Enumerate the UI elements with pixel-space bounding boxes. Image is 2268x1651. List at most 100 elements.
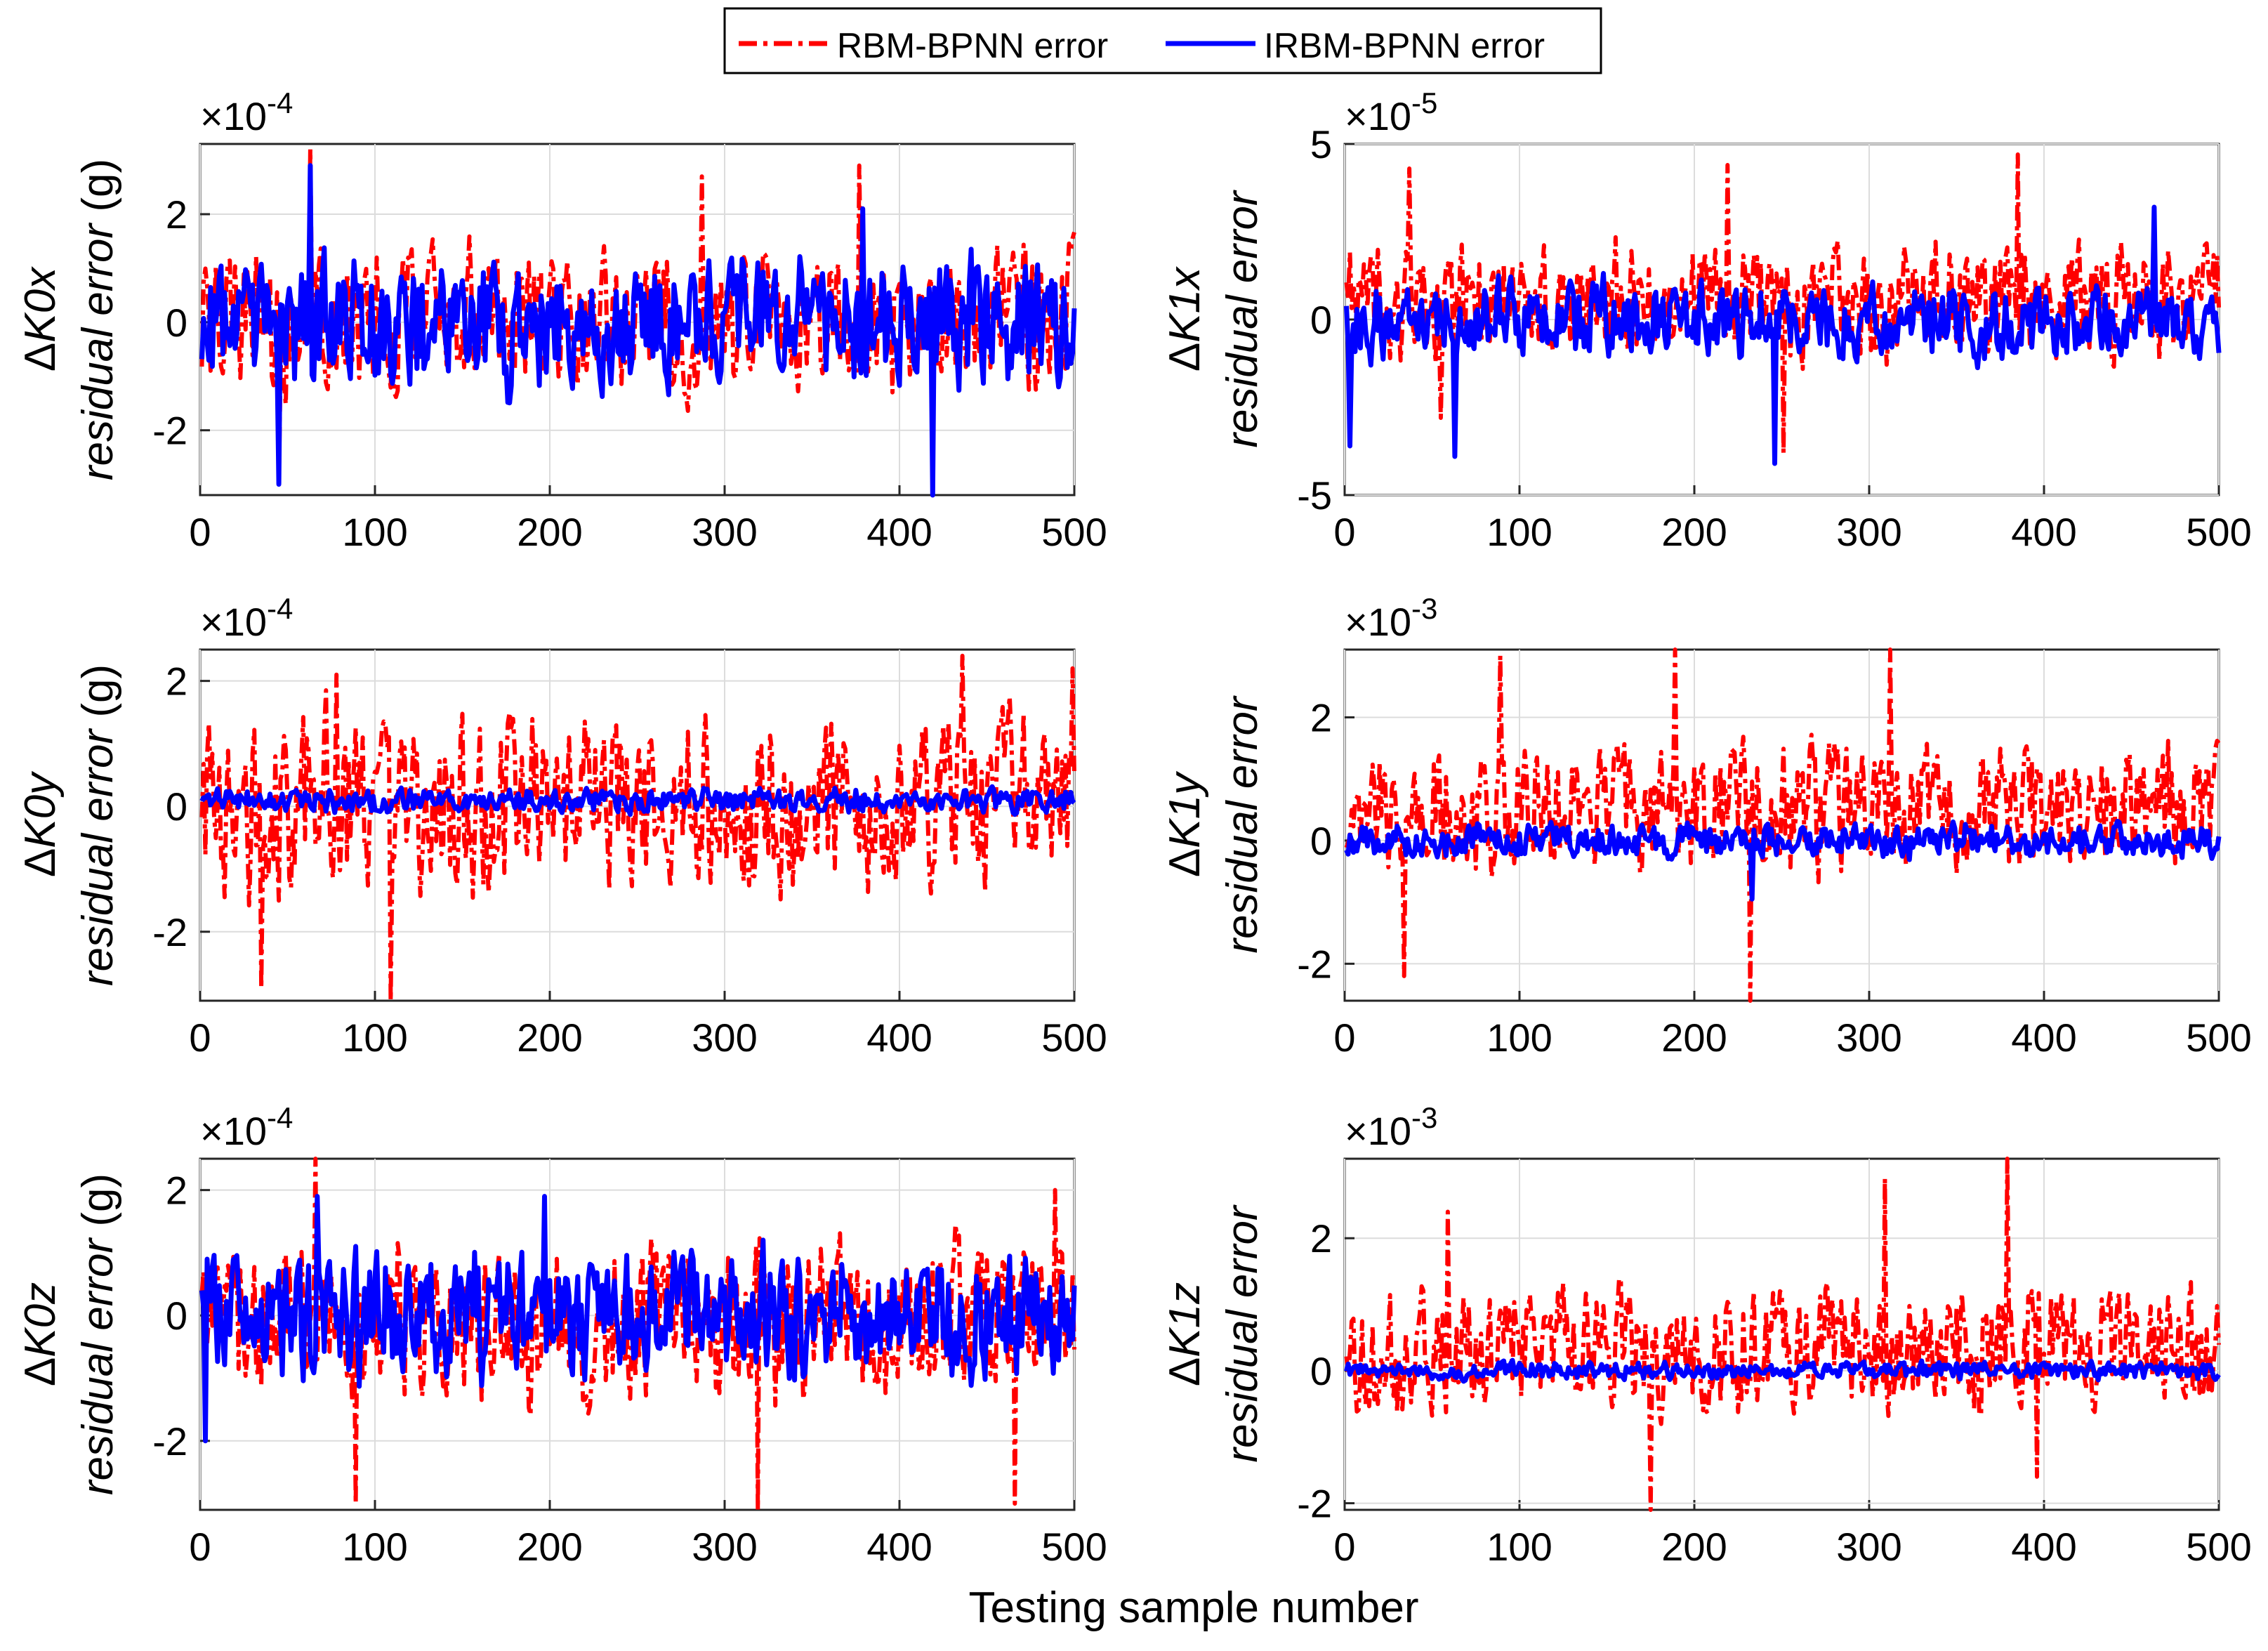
rbm-error-series <box>1344 647 2221 1003</box>
x-tick-label: 500 <box>1041 1015 1107 1060</box>
x-tick-label: 100 <box>342 1015 407 1060</box>
x-tick-label: 100 <box>1486 1015 1552 1060</box>
x-axis-label: Testing sample number <box>969 1584 1419 1632</box>
x-tick-label: 200 <box>1661 1525 1727 1569</box>
y-tick-label: -2 <box>152 1419 187 1463</box>
y-tick-labels: -2 0 2 <box>1297 1216 1332 1525</box>
y-label-main: ΔK1x <box>1161 266 1209 371</box>
x-tick-label: 400 <box>2011 1525 2076 1569</box>
x-tick-label: 200 <box>1661 510 1727 554</box>
y-label-sub: residual error (g) <box>74 1173 122 1495</box>
x-tick-labels: 0 100 200 300 400 500 <box>189 510 1107 554</box>
panel-k1x: 0 100 200 300 400 500 -505 ×10-5 ΔK1x residua… <box>1161 86 2252 554</box>
legend-box <box>723 7 1602 74</box>
x-tick-label: 0 <box>189 510 211 554</box>
x-tick-labels: 0 100 200 300 400 500 <box>189 1525 1107 1569</box>
y-tick-label: -2 <box>1297 942 1332 986</box>
x-tick-label: 0 <box>1333 1525 1355 1569</box>
x-tick-label: 500 <box>2186 1525 2251 1569</box>
x-tick-label: 300 <box>1836 510 1901 554</box>
x-tick-label: 500 <box>2186 510 2251 554</box>
y-label-main: ΔK1z <box>1161 1282 1209 1386</box>
y-tick-label: 2 <box>166 192 187 237</box>
rbm-error-series <box>1344 152 2221 455</box>
x-tick-label: 200 <box>1661 1015 1727 1060</box>
y-tick-label: 2 <box>1310 695 1332 739</box>
irbm-error-line <box>1344 819 2222 902</box>
y-tick-labels: -2 0 2 <box>152 1169 187 1463</box>
y-tick-label: -2 <box>1297 1482 1332 1526</box>
irbm-error-line <box>1344 204 2222 466</box>
y-label-main: ΔK1y <box>1161 770 1209 877</box>
rbm-error-line <box>199 653 1076 1003</box>
x-tick-label: 500 <box>1041 510 1107 554</box>
x-tick-label: 100 <box>1486 510 1552 554</box>
irbm-error-series <box>199 784 1076 817</box>
y-tick-label: 2 <box>166 1169 187 1213</box>
x-tick-label: 300 <box>692 1525 757 1569</box>
irbm-error-line <box>199 784 1076 817</box>
y-tick-label: 2 <box>166 659 187 704</box>
y-tick-label: 0 <box>166 784 187 829</box>
irbm-error-series <box>199 163 1077 498</box>
x-tick-label: 400 <box>2011 1015 2076 1060</box>
axis-exponent: ×10-4 <box>200 1101 293 1153</box>
y-label-main: ΔK0y <box>16 770 65 877</box>
x-tick-label: 300 <box>1836 1525 1901 1569</box>
y-tick-label: 0 <box>1310 819 1332 863</box>
irbm-error-series <box>199 1194 1077 1444</box>
y-label-sub: residual error (g) <box>74 159 122 480</box>
x-tick-label: 400 <box>866 510 932 554</box>
y-label-main: ΔK0x <box>16 266 65 371</box>
axis-exponent: ×10-4 <box>200 592 293 644</box>
irbm-error-line <box>199 1194 1077 1444</box>
y-tick-label: 5 <box>1310 122 1332 166</box>
x-tick-labels: 0 100 200 300 400 500 <box>189 1015 1107 1060</box>
y-tick-labels: -2 0 2 <box>152 192 187 453</box>
x-tick-label: 300 <box>1836 1015 1901 1060</box>
x-tick-labels: 0 100 200 300 400 500 <box>1333 510 2251 554</box>
y-label-sub: residual error (g) <box>74 664 122 986</box>
x-tick-label: 200 <box>517 510 582 554</box>
legend-rbm-label: RBM-BPNN error <box>837 26 1108 65</box>
y-tick-label: 2 <box>1310 1216 1332 1261</box>
panel-k0z: 0 100 200 300 400 500 -2 0 2 ×10-4 ΔK0z residua… <box>16 1101 1107 1569</box>
y-tick-label: -5 <box>1297 473 1332 518</box>
irbm-error-line <box>1344 1357 2221 1384</box>
x-tick-label: 100 <box>342 510 407 554</box>
x-tick-label: 500 <box>1041 1525 1107 1569</box>
x-tick-label: 400 <box>866 1015 932 1060</box>
y-label-sub: residual error <box>1218 695 1267 954</box>
rbm-error-line <box>1344 1157 2221 1512</box>
x-tick-label: 0 <box>1333 510 1355 554</box>
y-tick-label: 0 <box>166 1294 187 1338</box>
panel-k0x: 0 100 200 300 400 500 -2 0 2 ×10-4 ΔK0x residua… <box>16 86 1107 554</box>
legend: RBM-BPNN error IRBM-BPNN error <box>723 7 1602 74</box>
irbm-error-line <box>199 163 1077 498</box>
y-tick-label: 0 <box>1310 1349 1332 1393</box>
x-tick-labels: 0 100 200 300 400 500 <box>1333 1015 2251 1060</box>
panel-k1y: 0 100 200 300 400 500 -202 ×10-3 ΔK1y residua… <box>1161 592 2252 1060</box>
panel-k0y: 0 100 200 300 400 500 -2 0 2 ×10-4 ΔK0y residua… <box>16 592 1107 1060</box>
y-tick-label: 0 <box>1310 298 1332 342</box>
rbm-error-series <box>199 653 1076 1003</box>
irbm-error-series <box>1344 819 2222 902</box>
x-tick-label: 100 <box>1486 1525 1552 1569</box>
x-tick-label: 500 <box>2186 1015 2251 1060</box>
rbm-error-line <box>1344 152 2221 455</box>
y-tick-labels: -5 0 5 <box>1297 122 1332 518</box>
axis-exponent: ×10-3 <box>1345 1101 1437 1153</box>
irbm-error-series <box>1344 204 2222 466</box>
x-tick-label: 400 <box>866 1525 932 1569</box>
x-tick-label: 100 <box>342 1525 407 1569</box>
x-tick-label: 200 <box>517 1525 582 1569</box>
x-tick-label: 300 <box>692 1015 757 1060</box>
y-tick-label: -2 <box>152 409 187 453</box>
y-label-main: ΔK0z <box>16 1282 65 1386</box>
y-tick-labels: -2 0 2 <box>152 659 187 954</box>
y-label-sub: residual error <box>1218 190 1267 448</box>
rbm-error-line <box>1344 647 2221 1003</box>
y-label-sub: residual error <box>1218 1204 1267 1463</box>
